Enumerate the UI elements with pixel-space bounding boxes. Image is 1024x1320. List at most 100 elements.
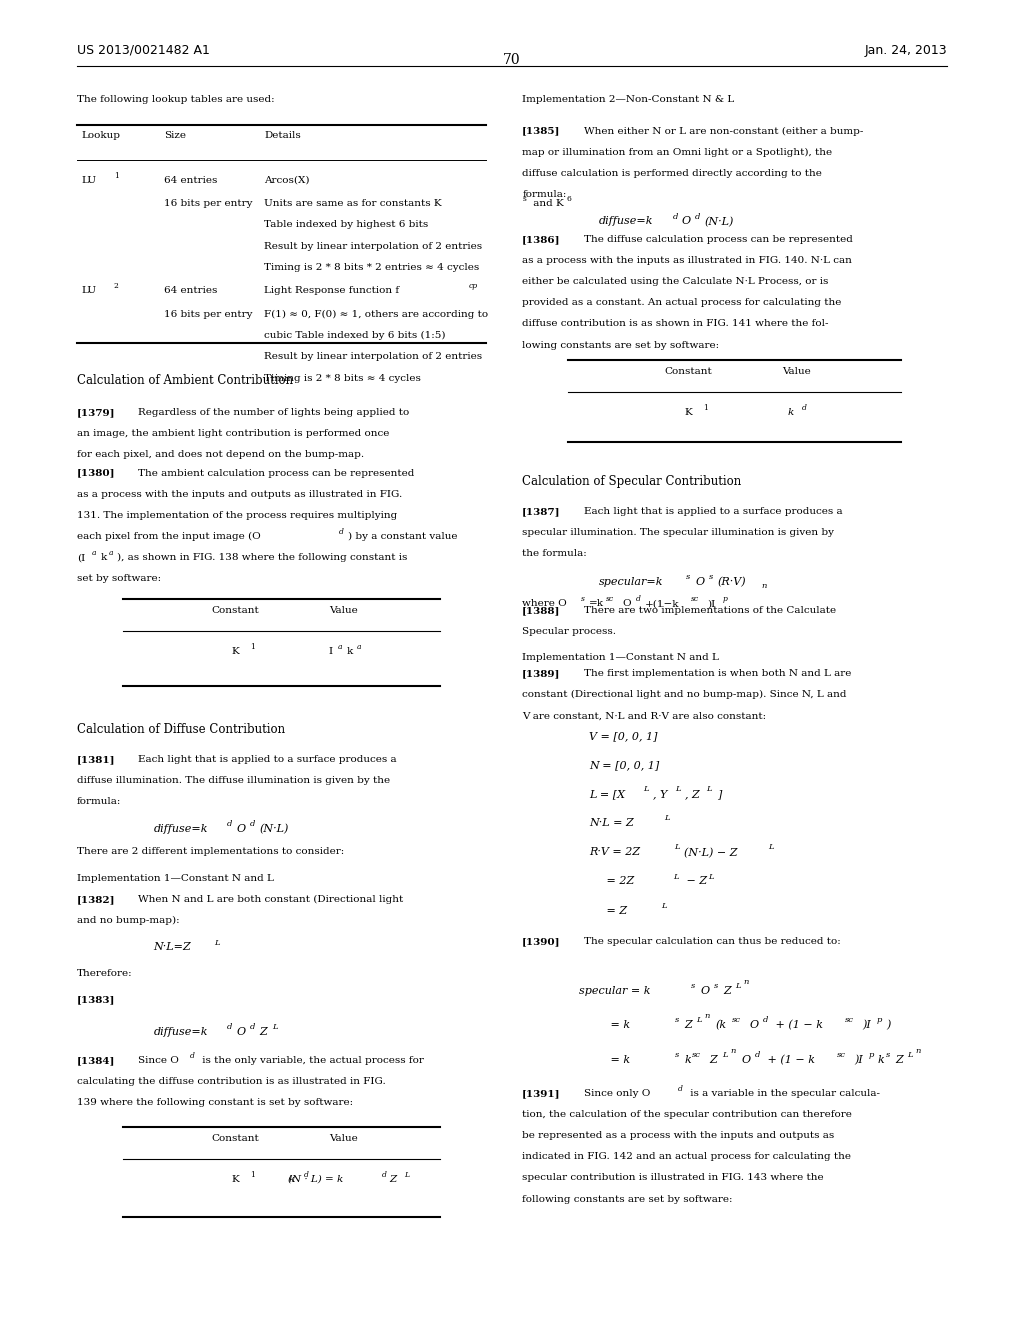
Text: sc: sc (691, 595, 699, 603)
Text: and no bump-map):: and no bump-map): (77, 916, 179, 925)
Text: V = [0, 0, 1]: V = [0, 0, 1] (589, 731, 657, 742)
Text: d: d (304, 1171, 308, 1179)
Text: constant (Directional light and no bump-map). Since N, L and: constant (Directional light and no bump-… (522, 690, 847, 700)
Text: L: L (403, 1171, 410, 1179)
Text: n: n (705, 1012, 710, 1020)
Text: ]: ] (717, 789, 721, 800)
Text: d: d (673, 213, 678, 220)
Text: [1388]: [1388] (522, 606, 560, 615)
Text: s: s (675, 1051, 679, 1059)
Text: Specular process.: Specular process. (522, 627, 616, 636)
Text: K: K (685, 408, 692, 417)
Text: s: s (675, 1016, 679, 1024)
Text: [1387]: [1387] (522, 507, 561, 516)
Text: ) by a constant value: ) by a constant value (348, 532, 458, 541)
Text: L: L (722, 1051, 727, 1059)
Text: O: O (682, 216, 691, 227)
Text: O: O (237, 824, 246, 834)
Text: as a process with the inputs and outputs as illustrated in FIG.: as a process with the inputs and outputs… (77, 490, 402, 499)
Text: 2: 2 (114, 282, 119, 290)
Text: Result by linear interpolation of 2 entries: Result by linear interpolation of 2 entr… (264, 352, 482, 362)
Text: [1383]: [1383] (77, 995, 115, 1005)
Text: Each light that is applied to a surface produces a: Each light that is applied to a surface … (584, 507, 843, 516)
Text: diffuse=k: diffuse=k (154, 824, 208, 834)
Text: )I: )I (862, 1020, 871, 1031)
Text: Constant: Constant (665, 367, 713, 376)
Text: L: L (665, 814, 670, 822)
Text: +(1−k: +(1−k (645, 599, 680, 609)
Text: lowing constants are set by software:: lowing constants are set by software: (522, 341, 720, 350)
Text: Light Response function f: Light Response function f (264, 286, 399, 296)
Text: Z: Z (895, 1055, 903, 1065)
Text: k: k (684, 1055, 691, 1065)
Text: d: d (636, 595, 641, 603)
Text: K: K (231, 1175, 240, 1184)
Text: d: d (227, 820, 232, 828)
Text: a: a (109, 549, 113, 557)
Text: L: L (272, 1023, 278, 1031)
Text: V are constant, N·L and R·V are also constant:: V are constant, N·L and R·V are also con… (522, 711, 766, 721)
Text: p: p (723, 595, 728, 603)
Text: The first implementation is when both N and L are: The first implementation is when both N … (584, 669, 851, 678)
Text: formula:: formula: (77, 797, 121, 807)
Text: d: d (763, 1016, 768, 1024)
Text: F(1) ≈ 0, F(0) ≈ 1, others are according to: F(1) ≈ 0, F(0) ≈ 1, others are according… (264, 310, 488, 319)
Text: 131. The implementation of the process requires multiplying: 131. The implementation of the process r… (77, 511, 397, 520)
Text: = Z: = Z (589, 906, 627, 916)
Text: Size: Size (164, 131, 185, 140)
Text: The following lookup tables are used:: The following lookup tables are used: (77, 95, 274, 104)
Text: Z: Z (684, 1020, 692, 1031)
Text: diffuse=k: diffuse=k (599, 216, 653, 227)
Text: provided as a constant. An actual process for calculating the: provided as a constant. An actual proces… (522, 298, 842, 308)
Text: = k: = k (579, 1055, 630, 1065)
Text: k: k (787, 408, 795, 417)
Text: 1: 1 (114, 172, 119, 180)
Text: Implementation 1—Constant N and L: Implementation 1—Constant N and L (522, 653, 719, 663)
Text: L: L (214, 939, 219, 946)
Text: + (1 − k: + (1 − k (764, 1055, 815, 1065)
Text: , Z: , Z (685, 789, 699, 800)
Text: Value: Value (329, 1134, 357, 1143)
Text: US 2013/0021482 A1: US 2013/0021482 A1 (77, 44, 210, 57)
Text: sc: sc (837, 1051, 846, 1059)
Text: d: d (227, 1023, 232, 1031)
Text: L: L (707, 785, 712, 793)
Text: [1382]: [1382] (77, 895, 116, 904)
Text: L: L (675, 785, 680, 793)
Text: L: L (696, 1016, 701, 1024)
Text: L: L (673, 873, 678, 880)
Text: [1386]: [1386] (522, 235, 561, 244)
Text: I: I (329, 647, 333, 656)
Text: )I: )I (854, 1055, 863, 1065)
Text: Z: Z (259, 1027, 267, 1038)
Text: Jan. 24, 2013: Jan. 24, 2013 (864, 44, 947, 57)
Text: L = [X: L = [X (589, 789, 625, 800)
Text: as a process with the inputs as illustrated in FIG. 140. N·L can: as a process with the inputs as illustra… (522, 256, 852, 265)
Text: )I: )I (708, 599, 716, 609)
Text: k: k (100, 553, 106, 562)
Text: Regardless of the number of lights being applied to: Regardless of the number of lights being… (138, 408, 410, 417)
Text: [1385]: [1385] (522, 127, 560, 136)
Text: 139 where the following constant is set by software:: 139 where the following constant is set … (77, 1098, 353, 1107)
Text: specular = k: specular = k (579, 986, 650, 997)
Text: for each pixel, and does not depend on the bump-map.: for each pixel, and does not depend on t… (77, 450, 364, 459)
Text: diffuse calculation is performed directly according to the: diffuse calculation is performed directl… (522, 169, 822, 178)
Text: Value: Value (781, 367, 811, 376)
Text: Details: Details (264, 131, 301, 140)
Text: s: s (709, 573, 713, 581)
Text: When N and L are both constant (Directional light: When N and L are both constant (Directio… (138, 895, 403, 904)
Text: sc: sc (845, 1016, 854, 1024)
Text: Implementation 1—Constant N and L: Implementation 1—Constant N and L (77, 874, 273, 883)
Text: The specular calculation can thus be reduced to:: The specular calculation can thus be red… (584, 937, 841, 946)
Text: R·V = 2Z: R·V = 2Z (589, 847, 640, 858)
Text: s: s (886, 1051, 890, 1059)
Text: O: O (623, 599, 631, 609)
Text: 64 entries: 64 entries (164, 286, 217, 296)
Text: a: a (92, 549, 96, 557)
Text: specular contribution is illustrated in FIG. 143 where the: specular contribution is illustrated in … (522, 1173, 824, 1183)
Text: (I: (I (77, 553, 85, 562)
Text: 16 bits per entry: 16 bits per entry (164, 310, 252, 319)
Text: =k: =k (589, 599, 604, 609)
Text: d: d (382, 1171, 386, 1179)
Text: Timing is 2 * 8 bits * 2 entries ≈ 4 cycles: Timing is 2 * 8 bits * 2 entries ≈ 4 cyc… (264, 263, 479, 272)
